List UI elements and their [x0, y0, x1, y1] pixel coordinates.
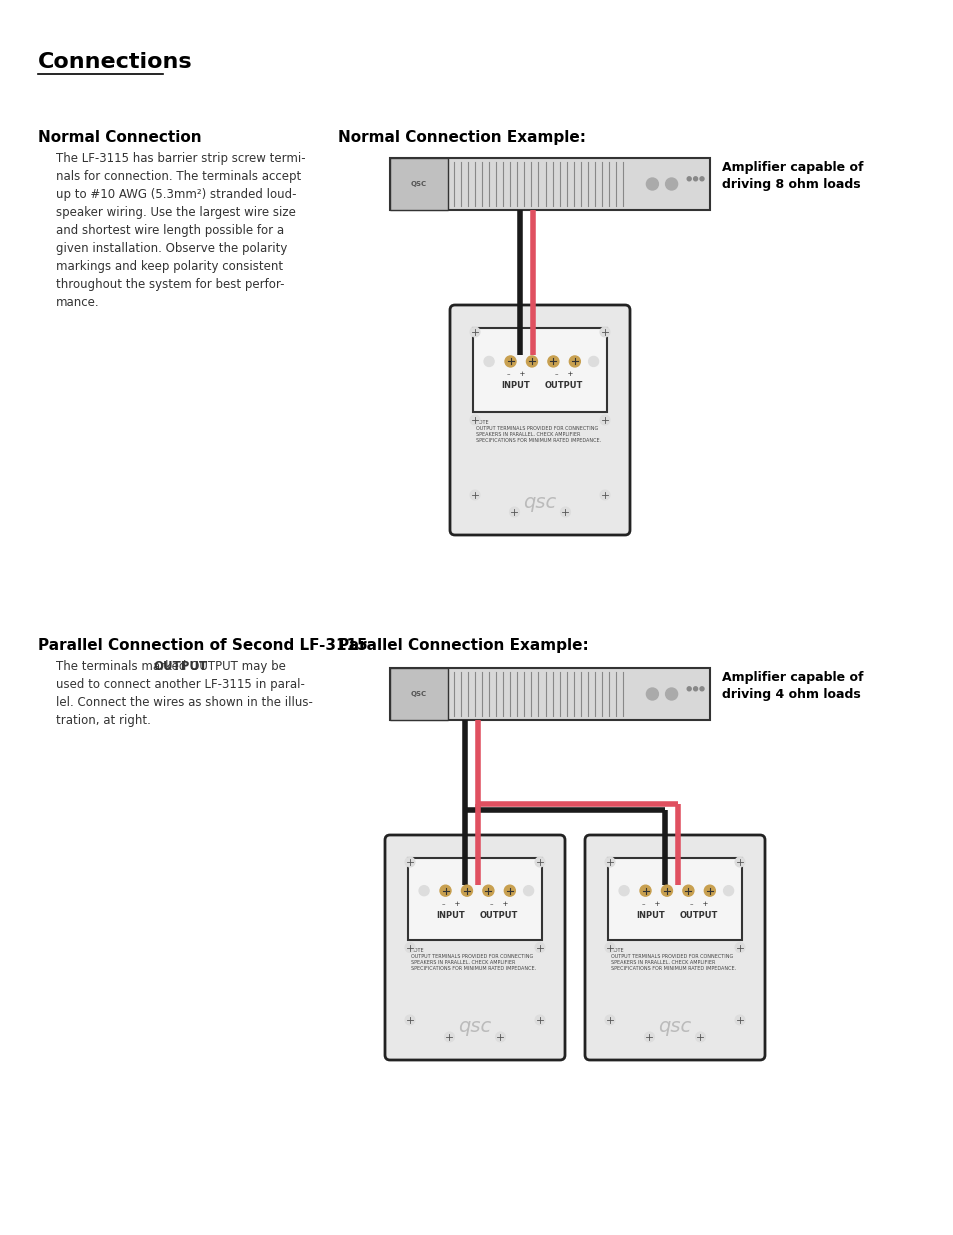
Text: NOTE
OUTPUT TERMINALS PROVIDED FOR CONNECTING
SPEAKERS IN PARALLEL. CHECK AMPLIF: NOTE OUTPUT TERMINALS PROVIDED FOR CONNE… — [476, 420, 600, 443]
Text: The LF-3115 has barrier strip screw termi-
nals for connection. The terminals ac: The LF-3115 has barrier strip screw term… — [56, 152, 305, 309]
Circle shape — [644, 1032, 654, 1042]
Circle shape — [483, 357, 494, 367]
Circle shape — [700, 177, 703, 180]
Text: INPUT: INPUT — [636, 910, 664, 920]
Bar — [408, 858, 541, 940]
Circle shape — [734, 857, 744, 867]
Text: Normal Connection Example:: Normal Connection Example: — [337, 130, 585, 144]
FancyBboxPatch shape — [390, 668, 709, 720]
FancyBboxPatch shape — [584, 835, 764, 1060]
Text: OUTPUT: OUTPUT — [679, 910, 718, 920]
Circle shape — [700, 687, 703, 690]
Circle shape — [693, 687, 697, 690]
Circle shape — [665, 178, 677, 190]
Circle shape — [569, 356, 579, 367]
Text: OUTPUT: OUTPUT — [152, 659, 207, 673]
Text: The terminals marked OUTPUT may be
used to connect another LF-3115 in paral-
lel: The terminals marked OUTPUT may be used … — [56, 659, 313, 727]
Text: INPUT: INPUT — [436, 910, 465, 920]
Circle shape — [722, 885, 733, 895]
Text: –    +: – + — [506, 372, 524, 378]
FancyBboxPatch shape — [385, 835, 564, 1060]
Text: Parallel Connection Example:: Parallel Connection Example: — [337, 638, 588, 653]
Circle shape — [405, 942, 415, 952]
Circle shape — [504, 356, 516, 367]
Circle shape — [695, 1032, 705, 1042]
Circle shape — [418, 885, 429, 895]
Text: –    +: – + — [555, 372, 573, 378]
Text: OUTPUT: OUTPUT — [544, 382, 582, 390]
Text: qsc: qsc — [457, 1018, 491, 1036]
Circle shape — [439, 885, 451, 897]
FancyBboxPatch shape — [450, 305, 629, 535]
Text: Amplifier capable of
driving 8 ohm loads: Amplifier capable of driving 8 ohm loads — [721, 162, 862, 191]
Circle shape — [734, 942, 744, 952]
Circle shape — [405, 857, 415, 867]
Circle shape — [470, 327, 479, 337]
Circle shape — [734, 1015, 744, 1025]
Text: qsc: qsc — [523, 493, 556, 511]
Circle shape — [482, 885, 494, 897]
Circle shape — [686, 177, 691, 180]
Circle shape — [523, 885, 533, 895]
Circle shape — [665, 688, 677, 700]
Circle shape — [599, 490, 609, 500]
Circle shape — [646, 178, 658, 190]
Circle shape — [461, 885, 472, 897]
Text: –    +: – + — [441, 900, 459, 906]
Circle shape — [660, 885, 672, 897]
Circle shape — [686, 687, 691, 690]
Text: Normal Connection: Normal Connection — [38, 130, 201, 144]
Text: –    +: – + — [641, 900, 659, 906]
Circle shape — [547, 356, 558, 367]
Bar — [607, 858, 741, 940]
Circle shape — [682, 885, 693, 897]
Circle shape — [470, 490, 479, 500]
Circle shape — [504, 885, 515, 897]
Text: QSC: QSC — [411, 692, 426, 697]
Circle shape — [509, 508, 519, 517]
Text: NOTE
OUTPUT TERMINALS PROVIDED FOR CONNECTING
SPEAKERS IN PARALLEL. CHECK AMPLIF: NOTE OUTPUT TERMINALS PROVIDED FOR CONNE… — [610, 947, 736, 971]
Circle shape — [604, 857, 615, 867]
Circle shape — [470, 415, 479, 425]
Text: INPUT: INPUT — [501, 382, 530, 390]
Bar — [390, 668, 447, 720]
Circle shape — [599, 415, 609, 425]
Circle shape — [535, 942, 544, 952]
Circle shape — [604, 1015, 615, 1025]
Text: QSC: QSC — [411, 182, 426, 186]
Bar — [473, 329, 606, 411]
Circle shape — [495, 1032, 505, 1042]
Circle shape — [639, 885, 650, 897]
Circle shape — [646, 688, 658, 700]
Circle shape — [599, 327, 609, 337]
Text: qsc: qsc — [658, 1018, 691, 1036]
Circle shape — [526, 356, 537, 367]
Circle shape — [703, 885, 715, 897]
Text: Amplifier capable of
driving 4 ohm loads: Amplifier capable of driving 4 ohm loads — [721, 671, 862, 701]
Circle shape — [535, 857, 544, 867]
Text: Connections: Connections — [38, 52, 193, 72]
Circle shape — [618, 885, 628, 895]
Circle shape — [444, 1032, 454, 1042]
Text: –    +: – + — [689, 900, 707, 906]
Circle shape — [693, 177, 697, 180]
Text: –    +: – + — [490, 900, 508, 906]
Bar — [390, 158, 447, 210]
Circle shape — [588, 357, 598, 367]
Circle shape — [535, 1015, 544, 1025]
Circle shape — [560, 508, 570, 517]
Circle shape — [405, 1015, 415, 1025]
FancyBboxPatch shape — [390, 158, 709, 210]
Text: OUTPUT: OUTPUT — [479, 910, 517, 920]
Circle shape — [604, 942, 615, 952]
Text: Parallel Connection of Second LF-3115: Parallel Connection of Second LF-3115 — [38, 638, 367, 653]
Text: NOTE
OUTPUT TERMINALS PROVIDED FOR CONNECTING
SPEAKERS IN PARALLEL. CHECK AMPLIF: NOTE OUTPUT TERMINALS PROVIDED FOR CONNE… — [411, 947, 536, 971]
